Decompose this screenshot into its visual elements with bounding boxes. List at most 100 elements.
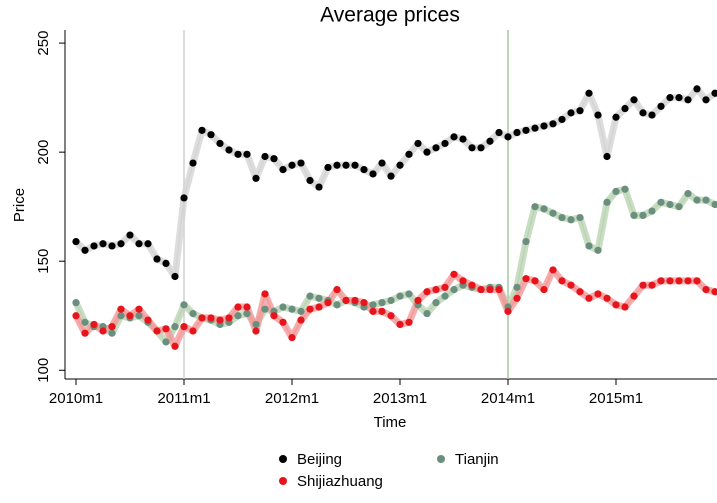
data-point xyxy=(315,294,323,302)
data-point xyxy=(495,128,503,137)
y-tick-label: 100 xyxy=(35,358,52,383)
data-point xyxy=(324,299,332,307)
data-point xyxy=(198,314,206,322)
data-point xyxy=(612,113,620,121)
data-point xyxy=(405,290,413,298)
data-point xyxy=(675,277,683,285)
data-point xyxy=(189,327,197,335)
data-point xyxy=(270,312,278,320)
data-point xyxy=(711,200,717,209)
legend-marker xyxy=(437,455,445,463)
data-point xyxy=(243,150,251,158)
data-point xyxy=(423,288,431,296)
data-point xyxy=(450,285,458,294)
data-point xyxy=(171,323,179,331)
data-point xyxy=(504,133,512,141)
data-point xyxy=(90,320,98,329)
data-point xyxy=(459,135,467,143)
data-point xyxy=(162,259,170,267)
data-point xyxy=(495,285,503,294)
data-point xyxy=(387,296,395,305)
data-point xyxy=(234,150,242,158)
data-point xyxy=(702,196,710,204)
data-point xyxy=(468,144,476,152)
chart-title: Average prices xyxy=(320,4,460,27)
data-point xyxy=(279,303,287,311)
data-point xyxy=(342,161,350,169)
data-point xyxy=(621,303,629,311)
data-point xyxy=(486,285,494,294)
data-point xyxy=(459,277,467,285)
data-point xyxy=(189,159,197,167)
data-point xyxy=(594,290,602,298)
data-point xyxy=(522,126,530,134)
data-point xyxy=(513,128,521,137)
data-point xyxy=(486,137,494,145)
data-point xyxy=(216,139,224,148)
data-point xyxy=(657,277,665,285)
data-point xyxy=(252,327,260,335)
data-point xyxy=(225,146,233,154)
data-point xyxy=(216,316,224,324)
data-point xyxy=(693,277,701,285)
data-point xyxy=(558,213,566,222)
data-point xyxy=(396,292,404,300)
x-tick-label: 2011m1 xyxy=(157,390,210,407)
data-point xyxy=(189,309,197,318)
data-point xyxy=(630,96,638,104)
data-point xyxy=(702,96,710,104)
data-point xyxy=(99,240,107,248)
data-point xyxy=(513,294,521,302)
data-point xyxy=(441,139,449,148)
data-point xyxy=(81,246,89,254)
data-point xyxy=(279,318,287,326)
data-point xyxy=(207,314,215,322)
data-point xyxy=(252,320,260,329)
data-point xyxy=(585,294,593,302)
data-point xyxy=(135,305,143,313)
x-tick-label: 2010m1 xyxy=(49,390,103,407)
data-point xyxy=(117,305,125,313)
data-point xyxy=(126,231,134,239)
data-point xyxy=(108,323,116,331)
data-point xyxy=(585,242,593,250)
data-point xyxy=(585,89,593,97)
data-point xyxy=(297,159,305,167)
data-point xyxy=(288,161,296,169)
x-axis-label: Time xyxy=(374,414,407,431)
x-tick-label: 2015m1 xyxy=(589,390,643,407)
x-tick-label: 2013m1 xyxy=(373,390,427,407)
data-point xyxy=(144,240,152,248)
y-tick-label: 150 xyxy=(35,249,52,274)
data-point xyxy=(117,312,125,320)
data-point xyxy=(504,307,512,315)
data-point xyxy=(684,96,692,104)
data-point xyxy=(81,318,89,326)
data-point xyxy=(423,309,431,318)
y-tick-label: 200 xyxy=(35,140,52,165)
data-point xyxy=(684,277,692,285)
legend-marker xyxy=(279,477,287,485)
data-point xyxy=(378,307,386,315)
data-point xyxy=(333,285,341,294)
data-point xyxy=(648,111,656,119)
legend-marker xyxy=(279,455,287,463)
data-point xyxy=(387,312,395,320)
data-point xyxy=(576,107,584,115)
data-point xyxy=(432,285,440,294)
data-point xyxy=(135,312,143,320)
data-point xyxy=(117,240,125,248)
data-point xyxy=(324,163,332,172)
data-point xyxy=(675,203,683,211)
data-point xyxy=(162,325,170,333)
data-point xyxy=(603,294,611,302)
data-point xyxy=(414,139,422,148)
data-point xyxy=(630,211,638,220)
data-point xyxy=(126,312,134,320)
data-point xyxy=(603,198,611,206)
data-point xyxy=(621,104,629,113)
data-point xyxy=(306,292,314,300)
data-point xyxy=(288,305,296,313)
legend-label: Tianjin xyxy=(455,451,499,468)
